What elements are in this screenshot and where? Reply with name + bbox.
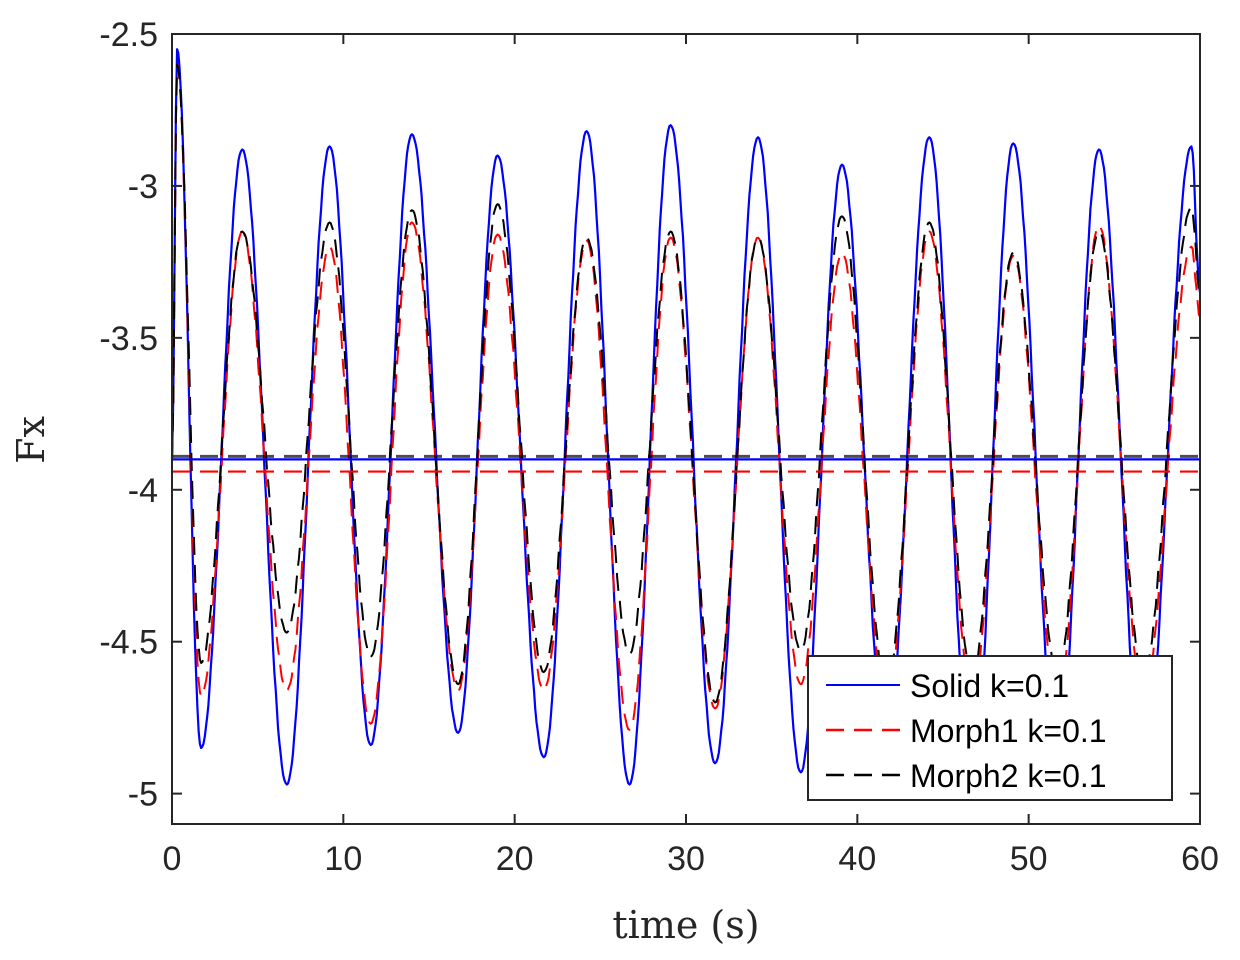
y-tick-label: -3 bbox=[128, 168, 158, 206]
x-tick-label: 50 bbox=[1010, 840, 1048, 878]
x-tick-label: 30 bbox=[667, 840, 705, 878]
y-tick-label: -5 bbox=[128, 776, 158, 814]
x-tick-label: 0 bbox=[163, 840, 182, 878]
series-layer bbox=[170, 48, 1202, 786]
y-tick-label: -2.5 bbox=[99, 16, 158, 54]
series-line-2 bbox=[171, 63, 1201, 704]
tick-layer: 0 10 20 30 40 50 60 -2.5 -3 -3.5 -4 -4.5 -5 bbox=[99, 16, 1219, 878]
x-tick-label: 60 bbox=[1181, 840, 1219, 878]
x-tick-label: 10 bbox=[324, 840, 362, 878]
legend-label-morph1: Morph1 k=0.1 bbox=[910, 713, 1107, 749]
y-tick-label: -4 bbox=[128, 472, 158, 510]
mean-line-layer bbox=[172, 454, 1200, 473]
y-tick-label: -3.5 bbox=[99, 320, 158, 358]
legend: Solid k=0.1 Morph1 k=0.1 Morph2 k=0.1 bbox=[807, 655, 1173, 801]
x-tick-label: 20 bbox=[496, 840, 534, 878]
series-line-0 bbox=[170, 48, 1202, 786]
legend-label-solid: Solid k=0.1 bbox=[910, 668, 1069, 704]
x-tick-label: 40 bbox=[838, 840, 876, 878]
legend-label-morph2: Morph2 k=0.1 bbox=[910, 758, 1107, 794]
y-axis-label: Fx bbox=[9, 416, 53, 464]
x-axis-label: time (s) bbox=[612, 903, 759, 947]
y-tick-label: -4.5 bbox=[99, 624, 158, 662]
